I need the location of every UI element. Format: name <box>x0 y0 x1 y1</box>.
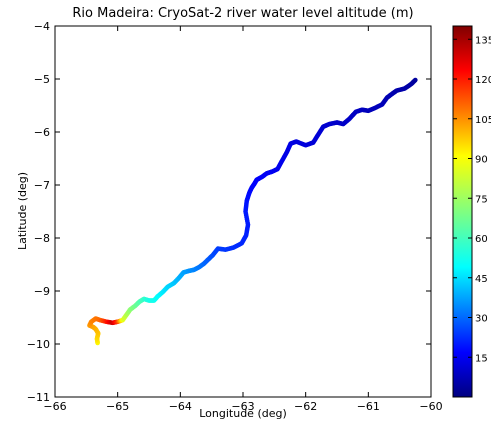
data-marks <box>87 77 418 346</box>
x-axis-label: Longitude (deg) <box>199 407 287 420</box>
x-tick-label: −63 <box>231 400 254 413</box>
colorbar-tick-label: 15 <box>475 353 488 364</box>
colorbar-tick-label: 45 <box>475 274 488 285</box>
y-tick-label: −11 <box>27 391 50 404</box>
colorbar-gradient <box>452 25 473 398</box>
x-tick-label: −64 <box>169 400 192 413</box>
y-tick-label: −4 <box>34 20 50 33</box>
y-tick-label: −8 <box>34 232 50 245</box>
y-tick-label: −7 <box>34 179 50 192</box>
x-tick-label: −60 <box>419 400 442 413</box>
colorbar-tick-label: 75 <box>475 194 488 205</box>
plot-area: −66 −65 −64 −63 −62 −61 −60 −4 −5 −6 −7 −8 −9 −10 −11 <box>27 20 443 413</box>
colorbar-tick-label: 105 <box>475 115 491 126</box>
x-tick-label: −66 <box>43 400 66 413</box>
y-tick-label: −6 <box>34 126 50 139</box>
colorbar-tick-label: 90 <box>475 155 488 166</box>
y-axis-label: Latitude (deg) <box>16 172 29 250</box>
x-tick-label: −62 <box>294 400 317 413</box>
colorbar-tick-label: 120 <box>475 75 491 86</box>
colorbar-ticks: 15 30 45 60 75 90 105 120 135 <box>453 35 491 364</box>
y-tick-label: −9 <box>34 285 50 298</box>
colorbar: 15 30 45 60 75 90 105 120 135 <box>452 25 491 398</box>
plot-frame <box>54 25 432 398</box>
x-ticks: −66 −65 −64 −63 −62 −61 −60 <box>43 26 443 413</box>
x-tick-label: −65 <box>106 400 129 413</box>
colorbar-tick-label: 60 <box>475 234 488 245</box>
y-tick-label: −5 <box>34 73 50 86</box>
colorbar-tick-label: 135 <box>475 35 491 46</box>
data-point <box>413 77 418 83</box>
chart-title: Rio Madeira: CryoSat-2 river water level… <box>72 6 413 21</box>
y-tick-label: −10 <box>27 338 50 351</box>
colorbar-tick-label: 30 <box>475 314 488 325</box>
y-ticks: −4 −5 −6 −7 −8 −9 −10 −11 <box>27 20 431 404</box>
x-tick-label: −61 <box>357 400 380 413</box>
